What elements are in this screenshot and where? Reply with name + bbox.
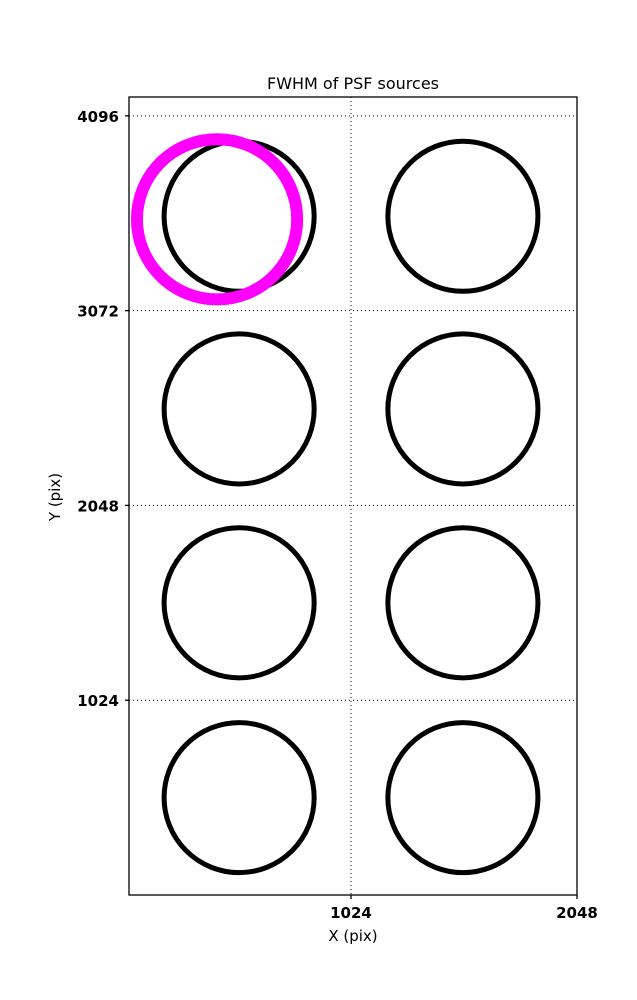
tick-marks: [125, 115, 578, 899]
psf-source-circle: [161, 525, 317, 681]
x-tick-label: 2048: [556, 904, 598, 922]
axes-background: [129, 97, 577, 895]
y-tick-label: 3072: [77, 303, 119, 321]
psf-source-circle: [130, 133, 304, 306]
data-marks-layer: [130, 133, 541, 876]
x-axis-title: X (pix): [328, 927, 377, 945]
psf-source-circle: [161, 720, 317, 876]
axes-frame: [128, 96, 578, 896]
psf-source-circle: [385, 525, 541, 681]
y-tick-label: 4096: [77, 108, 119, 126]
tick-labels: 1024 2048 1024 2048 3072 4096: [77, 108, 598, 922]
psf-source-circle: [161, 331, 317, 487]
psf-source-circle: [385, 720, 541, 876]
y-tick-label: 1024: [77, 692, 119, 710]
psf-source-circle: [385, 138, 541, 294]
psf-source-circle: [385, 331, 541, 487]
x-tick-label: 1024: [330, 904, 372, 922]
chart-title: FWHM of PSF sources: [267, 74, 439, 93]
y-tick-label: 2048: [77, 497, 119, 515]
y-axis-title: Y (pix): [46, 473, 64, 522]
